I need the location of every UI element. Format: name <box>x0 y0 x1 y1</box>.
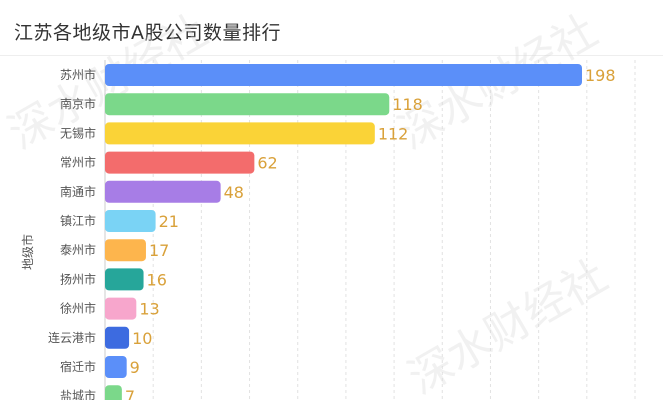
category-label: 常州市 <box>60 155 96 170</box>
category-label: 南通市 <box>60 184 96 199</box>
bar <box>105 151 255 174</box>
bar <box>105 268 144 291</box>
y-axis-title: 地级市 <box>20 234 35 270</box>
category-label: 宿迁市 <box>60 359 96 374</box>
value-label: 118 <box>392 95 423 114</box>
watermark-text: 深水财经社 <box>400 250 616 400</box>
value-label: 16 <box>147 270 167 289</box>
category-label: 无锡市 <box>60 125 96 140</box>
bar <box>105 93 390 116</box>
value-label: 62 <box>257 154 277 173</box>
value-label: 9 <box>130 358 140 377</box>
bar <box>105 239 146 262</box>
value-label: 17 <box>149 241 169 260</box>
title-divider <box>0 55 663 56</box>
bar <box>105 356 127 378</box>
category-label: 连云港市 <box>48 330 96 345</box>
value-label: 198 <box>585 66 616 85</box>
category-label: 扬州市 <box>60 271 96 286</box>
value-label: 112 <box>378 124 409 143</box>
category-label: 徐州市 <box>60 301 96 316</box>
bar <box>105 122 375 145</box>
value-label: 21 <box>159 212 179 231</box>
category-label: 泰州市 <box>60 242 96 257</box>
bar <box>105 385 122 400</box>
category-label: 南京市 <box>60 96 96 111</box>
value-labels: 198 118 112 62 48 21 17 16 13 10 9 7 <box>125 66 616 400</box>
value-label: 13 <box>139 300 159 319</box>
bar <box>105 297 137 320</box>
value-label: 10 <box>132 329 152 348</box>
value-label: 7 <box>125 387 135 400</box>
value-label: 48 <box>224 183 244 202</box>
bar <box>105 326 130 349</box>
bar <box>105 210 156 232</box>
bar <box>105 180 221 203</box>
category-label: 苏州市 <box>60 67 96 82</box>
chart-title: 江苏各地级市A股公司数量排行 <box>14 22 281 44</box>
bars <box>105 64 582 400</box>
bar <box>105 64 582 86</box>
category-label: 镇江市 <box>60 213 96 228</box>
category-label: 盐城市 <box>60 388 96 400</box>
